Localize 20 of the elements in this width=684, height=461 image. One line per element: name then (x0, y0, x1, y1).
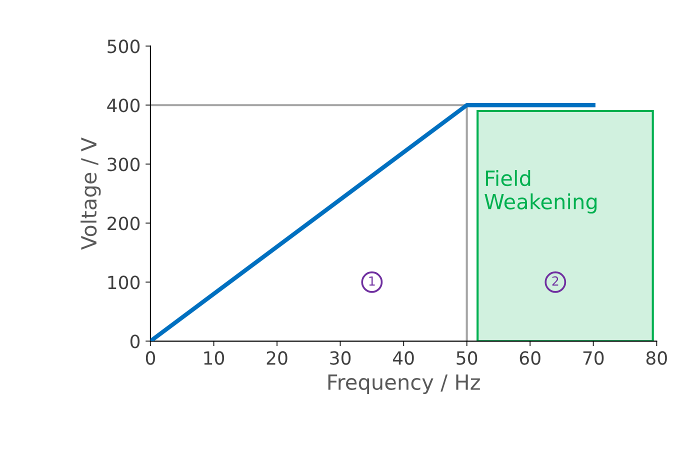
x-tick-label: 10 (204, 351, 224, 365)
y-axis-title: Voltage / V (80, 137, 101, 250)
y-tick-label: 200 (108, 216, 140, 230)
y-tick-label: 300 (108, 158, 140, 172)
x-tick-label: 60 (520, 351, 540, 365)
x-tick-label: 40 (392, 351, 414, 365)
x-tick-label: 70 (583, 351, 604, 365)
annotation: 2 (552, 276, 558, 286)
band-label: Field Weakening (484, 170, 597, 214)
x-tick-label: 30 (330, 351, 351, 365)
y-tick-label: 0 (130, 334, 140, 348)
annotation: 1 (369, 276, 375, 286)
y-tick-label: 100 (108, 276, 140, 290)
x-tick-label: 0 (146, 351, 156, 365)
y-tick-label: 400 (107, 98, 140, 112)
x-tick-label: 80 (646, 351, 667, 365)
x-tick-label: 20 (266, 351, 288, 365)
x-axis-title: Frequency / Hz (328, 374, 480, 394)
x-tick-label: 50 (456, 351, 478, 365)
y-tick-label: 500 (108, 40, 140, 54)
